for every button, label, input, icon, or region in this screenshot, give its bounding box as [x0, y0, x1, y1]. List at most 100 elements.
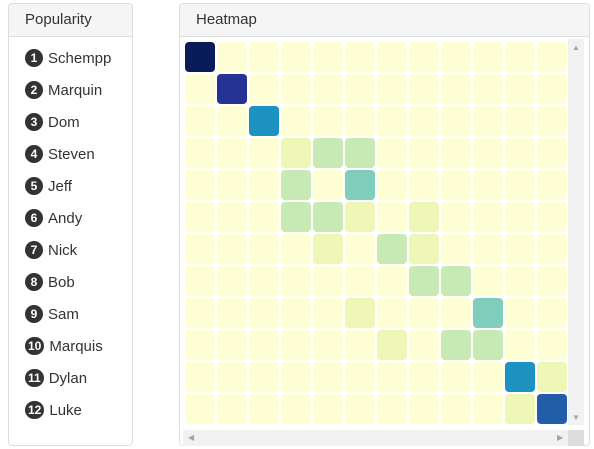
heatmap-cell[interactable] — [313, 106, 343, 136]
heatmap-cell[interactable] — [313, 266, 343, 296]
heatmap-cell[interactable] — [409, 138, 439, 168]
heatmap-viewport[interactable] — [183, 39, 568, 425]
heatmap-cell[interactable] — [409, 266, 439, 296]
heatmap-cell[interactable] — [313, 362, 343, 392]
scroll-left-icon[interactable]: ◀ — [188, 433, 195, 442]
heatmap-cell[interactable] — [409, 394, 439, 424]
heatmap-cell[interactable] — [217, 266, 247, 296]
heatmap-cell[interactable] — [345, 362, 375, 392]
heatmap-cell[interactable] — [537, 298, 567, 328]
heatmap-cell[interactable] — [185, 42, 215, 72]
heatmap-cell[interactable] — [377, 234, 407, 264]
heatmap-cell[interactable] — [537, 330, 567, 360]
heatmap-cell[interactable] — [537, 74, 567, 104]
heatmap-cell[interactable] — [537, 394, 567, 424]
heatmap-cell[interactable] — [217, 202, 247, 232]
heatmap-cell[interactable] — [441, 106, 471, 136]
heatmap-cell[interactable] — [473, 202, 503, 232]
popularity-item[interactable]: 2 Marquin — [25, 79, 102, 101]
heatmap-cell[interactable] — [537, 266, 567, 296]
heatmap-cell[interactable] — [345, 266, 375, 296]
heatmap-cell[interactable] — [249, 42, 279, 72]
heatmap-cell[interactable] — [441, 266, 471, 296]
heatmap-cell[interactable] — [249, 170, 279, 200]
heatmap-cell[interactable] — [537, 362, 567, 392]
heatmap-cell[interactable] — [313, 298, 343, 328]
heatmap-cell[interactable] — [249, 74, 279, 104]
heatmap-cell[interactable] — [217, 106, 247, 136]
heatmap-cell[interactable] — [345, 298, 375, 328]
heatmap-cell[interactable] — [441, 170, 471, 200]
heatmap-cell[interactable] — [441, 298, 471, 328]
heatmap-cell[interactable] — [313, 170, 343, 200]
heatmap-cell[interactable] — [217, 234, 247, 264]
heatmap-cell[interactable] — [409, 330, 439, 360]
heatmap-cell[interactable] — [313, 42, 343, 72]
heatmap-cell[interactable] — [409, 74, 439, 104]
heatmap-cell[interactable] — [185, 234, 215, 264]
heatmap-cell[interactable] — [409, 42, 439, 72]
popularity-item[interactable]: 7 Nick — [25, 239, 77, 261]
heatmap-cell[interactable] — [281, 42, 311, 72]
heatmap-cell[interactable] — [505, 330, 535, 360]
heatmap-cell[interactable] — [313, 74, 343, 104]
heatmap-cell[interactable] — [185, 138, 215, 168]
heatmap-cell[interactable] — [409, 106, 439, 136]
heatmap-cell[interactable] — [505, 202, 535, 232]
heatmap-cell[interactable] — [505, 362, 535, 392]
heatmap-cell[interactable] — [441, 330, 471, 360]
popularity-item[interactable]: 10 Marquis — [25, 335, 103, 357]
heatmap-cell[interactable] — [409, 170, 439, 200]
heatmap-cell[interactable] — [185, 394, 215, 424]
heatmap-cell[interactable] — [345, 42, 375, 72]
heatmap-cell[interactable] — [441, 202, 471, 232]
heatmap-cell[interactable] — [217, 170, 247, 200]
heatmap-cell[interactable] — [345, 138, 375, 168]
heatmap-cell[interactable] — [473, 170, 503, 200]
heatmap-cell[interactable] — [537, 202, 567, 232]
heatmap-cell[interactable] — [377, 266, 407, 296]
heatmap-cell[interactable] — [249, 106, 279, 136]
heatmap-cell[interactable] — [441, 362, 471, 392]
heatmap-cell[interactable] — [345, 106, 375, 136]
popularity-item[interactable]: 5 Jeff — [25, 175, 72, 197]
heatmap-cell[interactable] — [281, 138, 311, 168]
heatmap-cell[interactable] — [281, 74, 311, 104]
heatmap-cell[interactable] — [313, 138, 343, 168]
heatmap-cell[interactable] — [217, 138, 247, 168]
heatmap-cell[interactable] — [441, 138, 471, 168]
heatmap-cell[interactable] — [473, 394, 503, 424]
heatmap-cell[interactable] — [281, 394, 311, 424]
heatmap-cell[interactable] — [345, 234, 375, 264]
heatmap-cell[interactable] — [281, 362, 311, 392]
heatmap-cell[interactable] — [345, 330, 375, 360]
heatmap-cell[interactable] — [473, 266, 503, 296]
heatmap-cell[interactable] — [249, 266, 279, 296]
heatmap-cell[interactable] — [473, 138, 503, 168]
heatmap-cell[interactable] — [313, 394, 343, 424]
vertical-scrollbar[interactable]: ▲ ▼ — [568, 39, 584, 425]
heatmap-cell[interactable] — [313, 234, 343, 264]
heatmap-cell[interactable] — [217, 394, 247, 424]
heatmap-cell[interactable] — [217, 362, 247, 392]
heatmap-cell[interactable] — [473, 362, 503, 392]
heatmap-cell[interactable] — [377, 106, 407, 136]
horizontal-scrollbar[interactable]: ◀ ▶ — [183, 430, 568, 446]
heatmap-cell[interactable] — [377, 330, 407, 360]
heatmap-cell[interactable] — [505, 74, 535, 104]
popularity-item[interactable]: 8 Bob — [25, 271, 75, 293]
heatmap-cell[interactable] — [345, 170, 375, 200]
heatmap-cell[interactable] — [505, 106, 535, 136]
heatmap-cell[interactable] — [377, 298, 407, 328]
scroll-down-icon[interactable]: ▼ — [572, 413, 580, 422]
heatmap-cell[interactable] — [185, 202, 215, 232]
heatmap-cell[interactable] — [377, 74, 407, 104]
heatmap-cell[interactable] — [505, 42, 535, 72]
popularity-item[interactable]: 12 Luke — [25, 399, 82, 421]
heatmap-cell[interactable] — [249, 298, 279, 328]
heatmap-cell[interactable] — [249, 394, 279, 424]
heatmap-cell[interactable] — [281, 170, 311, 200]
heatmap-cell[interactable] — [377, 42, 407, 72]
heatmap-cell[interactable] — [249, 330, 279, 360]
heatmap-cell[interactable] — [217, 298, 247, 328]
